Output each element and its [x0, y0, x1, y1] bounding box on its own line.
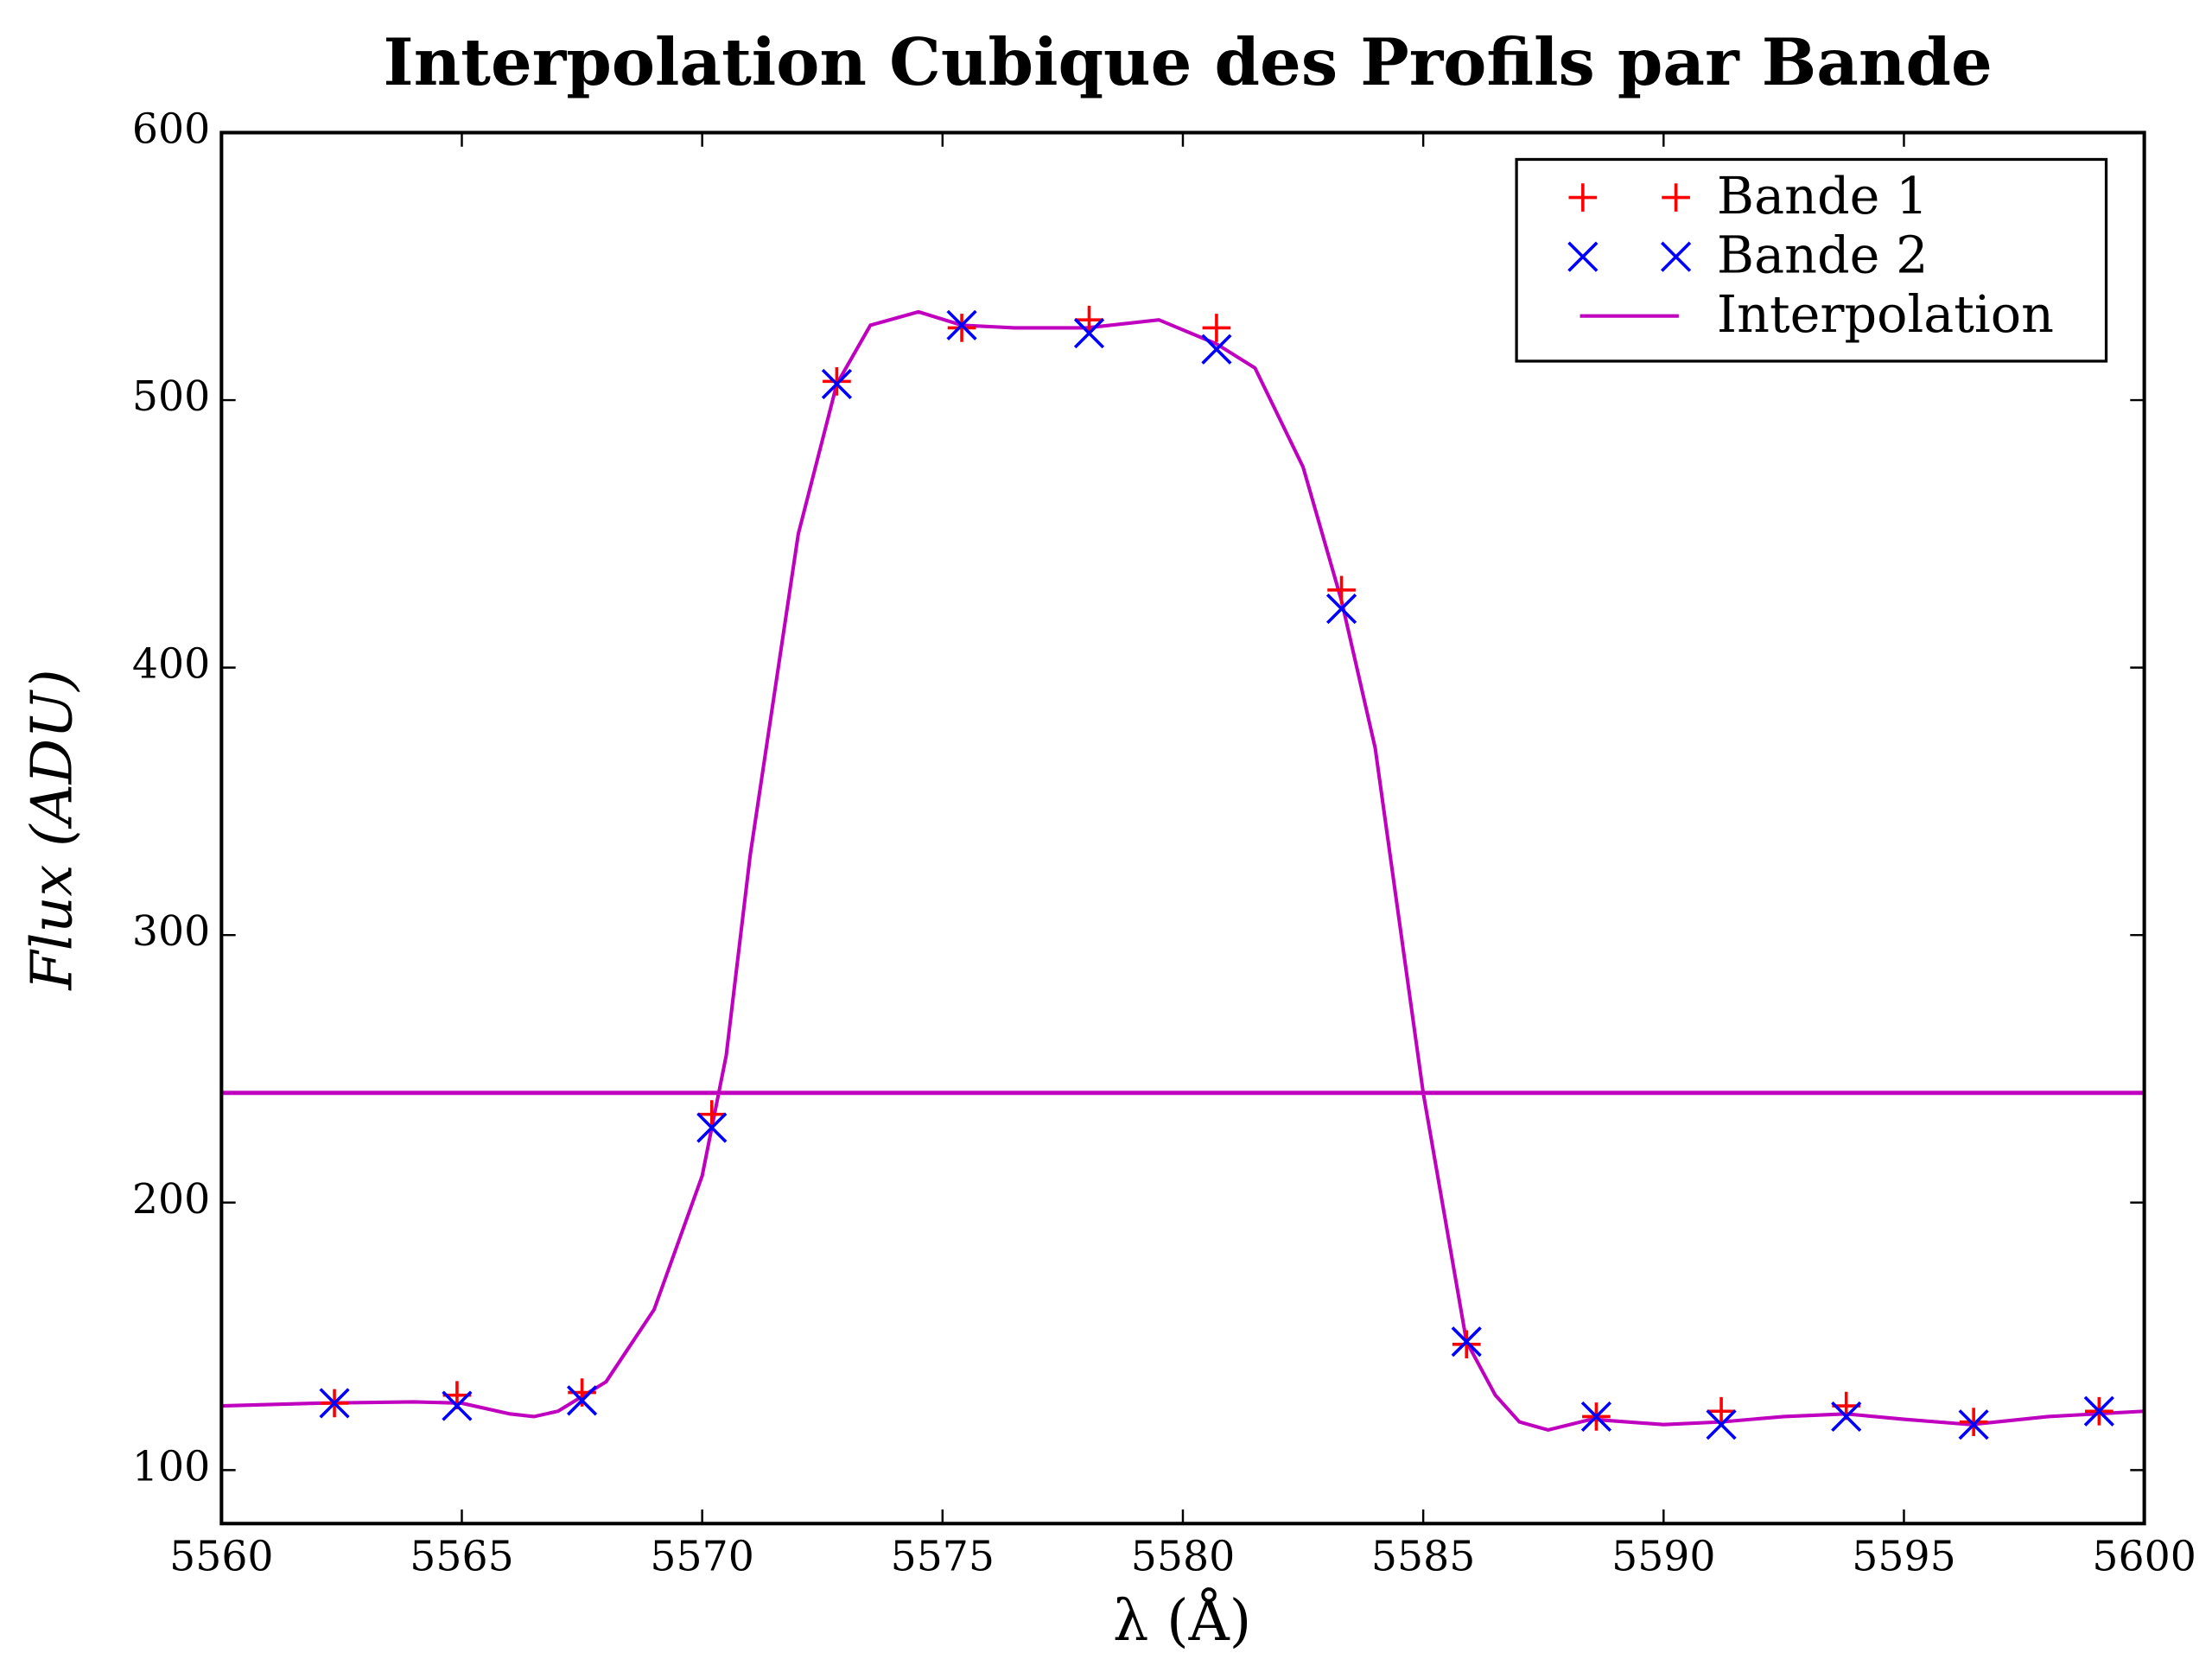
y-tick-label: 300	[132, 908, 210, 956]
x-tick-label: 5575	[891, 1534, 995, 1581]
x-tick-label: 5585	[1371, 1534, 1475, 1581]
data-point	[696, 1112, 728, 1143]
data-point	[2083, 1395, 2114, 1427]
legend-label: Bande 2	[1717, 225, 1929, 284]
legend-swatch	[1568, 183, 1598, 212]
legend-swatch	[1660, 241, 1692, 272]
data-point	[1706, 1409, 1737, 1440]
data-point	[1580, 1401, 1612, 1433]
x-axis-label: λ (Å)	[1113, 1587, 1251, 1654]
data-point	[946, 309, 977, 340]
data-point	[821, 368, 853, 400]
data-point	[566, 1385, 598, 1416]
data-point	[1075, 305, 1103, 334]
x-tick-label: 5560	[169, 1534, 273, 1581]
x-tick-label: 5595	[1852, 1534, 1955, 1581]
data-point	[947, 314, 976, 342]
data-point	[1202, 314, 1231, 342]
y-tick-label: 400	[132, 641, 210, 689]
data-point	[1959, 1408, 1988, 1436]
legend-label: Bande 1	[1717, 166, 1929, 226]
data-point	[697, 1100, 727, 1128]
data-point	[1958, 1409, 1989, 1440]
x-tick-label: 5600	[2092, 1534, 2196, 1581]
data-point	[193, 1392, 221, 1421]
data-point	[319, 1388, 350, 1419]
data-point	[221, 1389, 223, 1417]
chart-title: Interpolation Cubique des Profils par Ba…	[384, 23, 1993, 100]
legend-swatch	[1567, 241, 1599, 272]
y-tick-label: 200	[132, 1176, 210, 1224]
y-tick-label: 500	[132, 373, 210, 421]
data-point	[1831, 1401, 1862, 1433]
data-point	[442, 1390, 473, 1421]
legend-box	[1515, 157, 2108, 363]
data-point	[1707, 1396, 1736, 1426]
legend-swatch	[1662, 183, 1690, 212]
data-point	[1325, 593, 1357, 625]
data-point	[1452, 1330, 1481, 1359]
x-tick-label: 5565	[410, 1534, 513, 1581]
y-tick-label: 100	[132, 1443, 210, 1491]
data-point	[1073, 318, 1105, 349]
x-tick-label: 5570	[650, 1534, 753, 1581]
interpolation-line	[221, 309, 2145, 1433]
data-point	[1327, 575, 1356, 605]
legend-label: Interpolation	[1717, 284, 2054, 344]
plot-frame	[219, 130, 2146, 1526]
y-axis-label: Flux (ADU)	[19, 669, 85, 990]
x-tick-label: 5590	[1611, 1534, 1715, 1581]
y-tick-label: 600	[132, 105, 210, 153]
data-point	[1201, 334, 1232, 365]
data-point	[823, 367, 851, 396]
x-tick-label: 5580	[1131, 1534, 1235, 1581]
data-point	[1451, 1326, 1482, 1357]
plot-area	[193, 305, 2145, 1440]
